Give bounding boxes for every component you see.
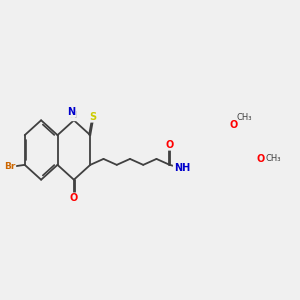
Text: CH₃: CH₃ — [236, 113, 252, 122]
Text: CH₃: CH₃ — [266, 154, 281, 164]
Text: O: O — [166, 140, 174, 150]
Text: O: O — [256, 154, 265, 164]
Text: O: O — [229, 120, 238, 130]
Text: H: H — [70, 111, 76, 120]
Text: NH: NH — [174, 163, 190, 173]
Text: O: O — [70, 194, 78, 203]
Text: Br: Br — [4, 162, 15, 171]
Text: N: N — [67, 107, 75, 117]
Text: S: S — [89, 112, 96, 122]
